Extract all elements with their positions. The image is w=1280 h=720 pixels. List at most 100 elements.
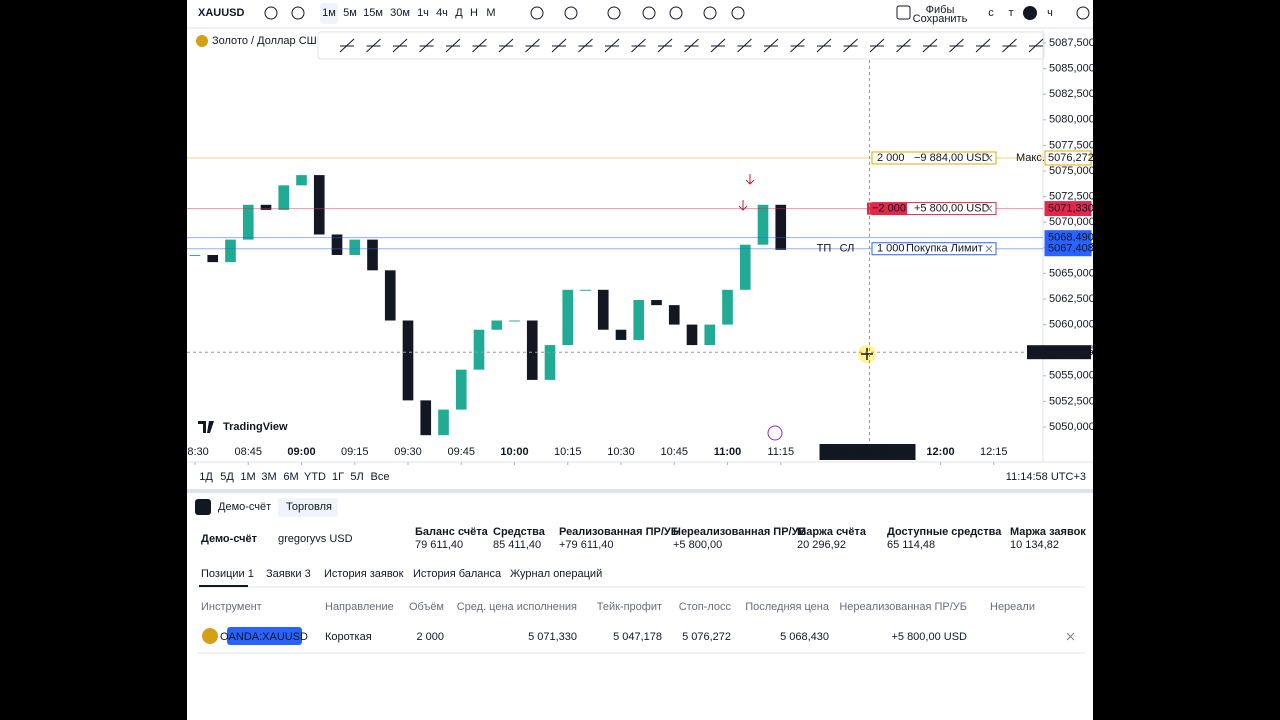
- timeframe-button[interactable]: Н: [470, 7, 478, 19]
- range-button[interactable]: 3М: [261, 471, 276, 483]
- x-tick-label: 08:30: [181, 446, 209, 458]
- candle: [384, 270, 396, 321]
- drawing-tool[interactable]: [657, 38, 673, 53]
- price-label: 5067,408: [1048, 243, 1094, 255]
- drawing-tool[interactable]: [525, 38, 540, 53]
- drawing-tool[interactable]: [975, 38, 991, 53]
- positions-tab[interactable]: Заявки 3: [266, 568, 311, 580]
- close-order[interactable]: [985, 154, 993, 162]
- panel-tab[interactable]: Демо-счёт: [218, 501, 271, 513]
- drawing-tool[interactable]: [445, 38, 461, 53]
- price-label-bg: [1044, 201, 1092, 217]
- toolbar-icon: [564, 6, 578, 20]
- cursor: [861, 348, 873, 360]
- candle: [757, 204, 769, 245]
- toolbar-icon: [896, 5, 911, 20]
- table-cell: +5 800,00 USD: [891, 631, 967, 643]
- broker-icon: [195, 499, 211, 515]
- drawing-tool[interactable]: [684, 38, 699, 53]
- positions-tab[interactable]: История заявок: [324, 568, 404, 580]
- close-order[interactable]: [985, 245, 993, 253]
- take-profit-button[interactable]: ТП: [817, 243, 832, 255]
- y-tick-label: 5080,000: [1049, 114, 1095, 126]
- drawing-tool[interactable]: [737, 38, 752, 53]
- toolbar-icon: [703, 6, 717, 20]
- metric-value: +5 800,00: [673, 539, 722, 551]
- range-button[interactable]: 1Г: [332, 471, 344, 483]
- drawing-tool[interactable]: [578, 38, 593, 53]
- candle: [509, 320, 520, 322]
- candle: [615, 329, 627, 340]
- range-button[interactable]: YTD: [304, 471, 326, 483]
- drawing-tool[interactable]: [339, 38, 355, 53]
- order-pnl: +5 800,00 USD: [914, 202, 990, 214]
- toolbar-icon: [642, 6, 656, 20]
- drawing-tool[interactable]: [949, 38, 964, 53]
- sell-arrows: [738, 174, 755, 211]
- drawing-tool[interactable]: [472, 38, 487, 53]
- timeframe-button[interactable]: 4ч: [436, 7, 448, 19]
- positions-tab[interactable]: История баланса: [413, 568, 502, 580]
- drawing-tool[interactable]: [763, 38, 779, 53]
- candle: [668, 305, 680, 325]
- range-button[interactable]: Все: [371, 471, 390, 483]
- user-selector[interactable]: gregoryvs USD: [278, 533, 353, 545]
- timeframe-button[interactable]: 5м: [343, 7, 357, 19]
- drawing-tool[interactable]: [790, 38, 805, 53]
- timeframe-button[interactable]: Д: [455, 7, 463, 19]
- y-tick-label: 5065,000: [1049, 267, 1095, 279]
- gold-icon: [202, 628, 218, 644]
- range-button[interactable]: 6М: [283, 471, 298, 483]
- panel-tab: Торговля: [286, 501, 332, 513]
- y-tick-label: 5082,500: [1049, 88, 1095, 100]
- close-position[interactable]: [1066, 632, 1075, 641]
- drawing-tool[interactable]: [604, 38, 620, 53]
- drawing-tool[interactable]: [392, 38, 408, 53]
- drawing-tool[interactable]: [631, 38, 646, 53]
- candle: [402, 320, 414, 401]
- candle: [722, 289, 733, 325]
- metric-value: +79 611,40: [559, 539, 614, 551]
- range-button[interactable]: 1Д: [199, 471, 213, 483]
- drawing-tool[interactable]: [816, 38, 832, 53]
- drawing-tool[interactable]: [551, 38, 567, 53]
- stop-loss-button[interactable]: СЛ: [840, 243, 855, 255]
- timeframe-button[interactable]: 30м: [390, 7, 410, 19]
- timeframe-button[interactable]: М: [486, 7, 495, 19]
- drawing-tool[interactable]: [843, 38, 858, 53]
- save-button[interactable]: Сохранить: [913, 13, 968, 25]
- order-tag: Макс.: [1016, 152, 1045, 164]
- drawing-tool[interactable]: [869, 38, 885, 53]
- toolbar-icon: [291, 6, 305, 20]
- timeframe-button[interactable]: 1ч: [417, 7, 429, 19]
- column-header: Направление: [325, 601, 394, 613]
- drawing-tool[interactable]: [710, 38, 726, 53]
- drawing-tool[interactable]: [366, 38, 381, 53]
- metric-label: Баланс счёта: [415, 526, 489, 538]
- range-button[interactable]: 5Л: [350, 471, 363, 483]
- y-tick-label: 5052,500: [1049, 395, 1095, 407]
- candle: [739, 244, 751, 290]
- crosshair-time-bg: [819, 444, 916, 460]
- drawing-tool[interactable]: [419, 38, 434, 53]
- account-selector[interactable]: Демо-счёт: [201, 533, 258, 545]
- close-order[interactable]: [985, 205, 993, 212]
- timeframe-button[interactable]: 15м: [363, 7, 383, 19]
- range-button[interactable]: 5Д: [220, 471, 234, 483]
- drawing-tool[interactable]: [922, 38, 938, 53]
- drawing-tool[interactable]: [1002, 38, 1017, 53]
- drawing-tool[interactable]: [896, 38, 911, 53]
- positions-tab[interactable]: Позиции 1: [201, 568, 254, 580]
- symbol-search[interactable]: XAUUSD: [198, 7, 245, 19]
- drawing-tool[interactable]: [1028, 38, 1044, 53]
- y-tick-label: 5060,000: [1049, 319, 1095, 331]
- positions-tab[interactable]: Журнал операций: [510, 568, 602, 580]
- range-button[interactable]: 1М: [240, 471, 255, 483]
- symbol-chip[interactable]: [227, 627, 302, 645]
- drawing-tool[interactable]: [498, 38, 514, 53]
- timeframe-button[interactable]: 1м: [322, 7, 336, 19]
- y-tick-label: 5070,000: [1049, 216, 1095, 228]
- candle: [349, 239, 361, 255]
- event-icon[interactable]: [767, 425, 783, 441]
